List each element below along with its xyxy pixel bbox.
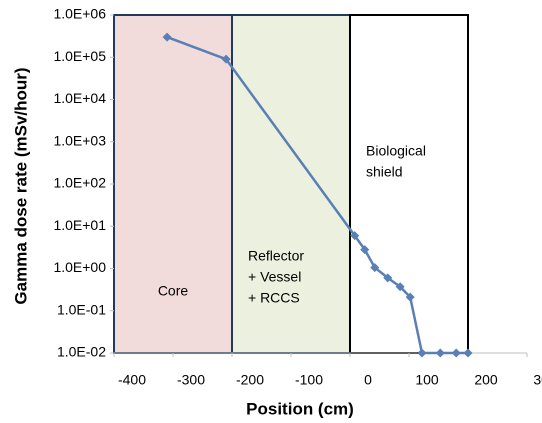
- region-label: + Vessel: [248, 269, 301, 285]
- region-label: Reflector: [248, 248, 304, 264]
- region: [231, 14, 351, 354]
- x-axis-title: Position (cm): [246, 399, 354, 418]
- x-tick-label: -200: [236, 372, 264, 388]
- data-marker: [350, 231, 360, 241]
- y-tick-label: 1.0E+06: [53, 6, 106, 22]
- data-marker: [463, 348, 473, 358]
- region: [113, 14, 233, 354]
- region-label: Biological: [366, 143, 426, 159]
- region-label: + RCCS: [248, 290, 300, 306]
- data-marker: [435, 348, 445, 358]
- data-marker: [162, 32, 172, 42]
- x-tick-label: -100: [295, 372, 323, 388]
- data-marker: [395, 282, 405, 292]
- data-marker: [370, 263, 380, 273]
- y-tick-label: 1.0E+00: [53, 259, 106, 275]
- x-tick-label: -400: [118, 372, 146, 388]
- y-tick-label: 1.0E-02: [57, 344, 106, 360]
- y-tick-label: 1.0E+05: [53, 48, 106, 64]
- data-marker: [221, 54, 231, 64]
- y-tick-label: 1.0E+01: [53, 217, 106, 233]
- y-axis-title: Gamma dose rate (mSv/hour): [11, 67, 30, 304]
- y-tick-label: 1.0E-01: [57, 301, 106, 317]
- data-marker: [383, 273, 393, 283]
- data-marker: [405, 292, 415, 302]
- region-label: shield: [366, 164, 403, 180]
- x-tick-label: 0: [364, 372, 372, 388]
- data-marker: [451, 348, 461, 358]
- y-tick-label: 1.0E+04: [53, 90, 106, 106]
- y-tick-label: 1.0E+03: [53, 132, 106, 148]
- region: [349, 14, 469, 354]
- x-tick-label: 200: [474, 372, 498, 388]
- x-tick-label: 100: [415, 372, 439, 388]
- data-marker: [360, 245, 370, 255]
- x-tick-label: -300: [177, 372, 205, 388]
- y-tick-label: 1.0E+02: [53, 175, 106, 191]
- data-marker: [417, 348, 427, 358]
- region-label: Core: [158, 283, 189, 299]
- x-tick-label: 300: [533, 372, 542, 388]
